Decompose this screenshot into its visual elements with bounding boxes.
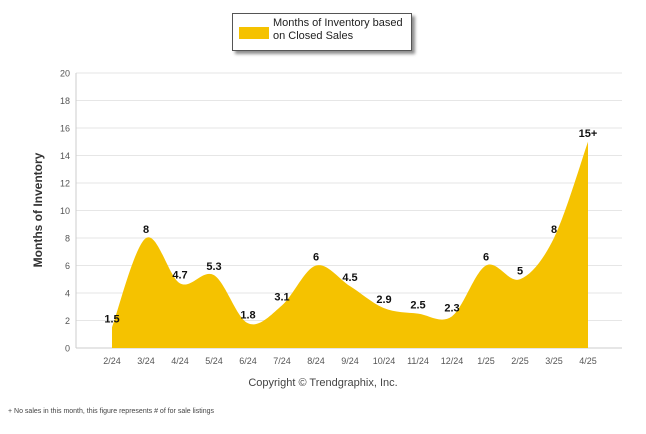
- data-label: 2.5: [410, 300, 425, 312]
- x-tick-label: 11/24: [407, 356, 429, 366]
- legend-swatch: [239, 27, 269, 39]
- x-tick-label: 4/24: [171, 356, 189, 366]
- x-tick-label: 6/24: [239, 356, 257, 366]
- data-label: 6: [483, 252, 489, 264]
- x-tick-label: 9/24: [341, 356, 359, 366]
- y-tick-label: 20: [60, 69, 70, 79]
- y-tick-label: 8: [65, 234, 70, 244]
- x-tick-label: 2/25: [511, 356, 529, 366]
- y-tick-label: 18: [60, 96, 70, 106]
- x-tick-label: 4/25: [579, 356, 597, 366]
- area-series: [112, 141, 588, 348]
- data-label: 15+: [579, 128, 598, 140]
- x-tick-label: 12/24: [441, 356, 464, 366]
- data-labels: 1.5 8 4.7 5.3 1.8 3.1 6 4.5 2.9 2.5 2.3 6 5 8 15+: [104, 128, 597, 326]
- x-tick-label: 1/25: [477, 356, 495, 366]
- y-tick-label: 12: [60, 179, 70, 189]
- legend-label: Months of Inventory based on Closed Sale…: [273, 17, 403, 42]
- y-tick-label: 10: [60, 206, 70, 216]
- y-tick-label: 2: [65, 316, 70, 326]
- area-fill: [112, 141, 588, 348]
- x-axis-ticks: 2/24 3/24 4/24 5/24 6/24 7/24 8/24 9/24 10/24 11/…: [103, 356, 597, 366]
- x-tick-label: 8/24: [307, 356, 325, 366]
- data-label: 4.5: [342, 272, 357, 284]
- data-label: 6: [313, 252, 319, 264]
- data-label: 4.7: [172, 269, 187, 281]
- data-label: 1.5: [104, 313, 119, 325]
- x-tick-label: 2/24: [103, 356, 121, 366]
- y-tick-label: 14: [60, 151, 70, 161]
- copyright-text: Copyright © Trendgraphix, Inc.: [248, 377, 398, 389]
- legend: Months of Inventory based on Closed Sale…: [232, 13, 412, 51]
- y-tick-label: 6: [65, 261, 70, 271]
- data-label: 8: [143, 224, 149, 236]
- y-axis-label: Months of Inventory: [31, 152, 45, 267]
- y-tick-label: 16: [60, 124, 70, 134]
- data-label: 2.3: [444, 302, 459, 314]
- x-tick-label: 3/24: [137, 356, 155, 366]
- y-tick-label: 0: [65, 344, 70, 354]
- x-tick-label: 10/24: [373, 356, 396, 366]
- data-label: 3.1: [274, 291, 289, 303]
- data-label: 8: [551, 224, 557, 236]
- footnote-text: + No sales in this month, this figure re…: [8, 408, 215, 415]
- x-tick-label: 7/24: [273, 356, 291, 366]
- x-tick-label: 5/24: [205, 356, 223, 366]
- data-label: 5: [517, 265, 523, 277]
- x-tick-label: 3/25: [545, 356, 563, 366]
- data-label: 1.8: [240, 309, 255, 321]
- data-label: 5.3: [206, 261, 221, 273]
- data-label: 2.9: [376, 294, 391, 306]
- y-tick-label: 4: [65, 289, 70, 299]
- y-axis-ticks: 0 2 4 6 8 10 12 14 16 18 20: [60, 69, 70, 354]
